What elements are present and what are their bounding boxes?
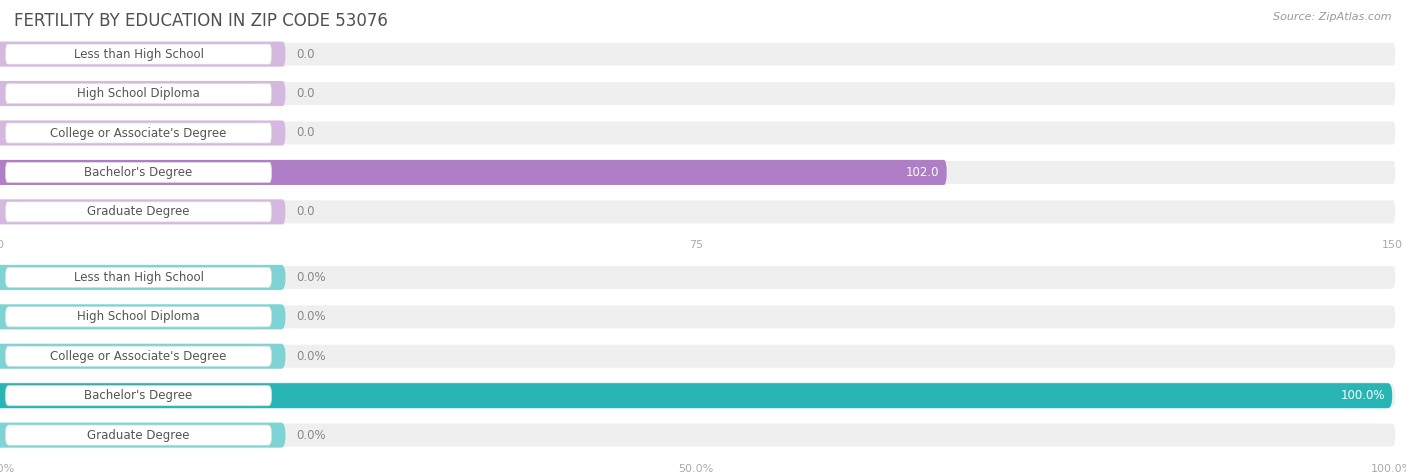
Text: 0.0%: 0.0% — [297, 271, 326, 284]
FancyBboxPatch shape — [0, 160, 1396, 185]
Text: 100.0%: 100.0% — [1340, 389, 1385, 402]
Text: Bachelor's Degree: Bachelor's Degree — [84, 389, 193, 402]
FancyBboxPatch shape — [6, 346, 271, 366]
Text: 0.0: 0.0 — [297, 48, 315, 61]
Text: Source: ZipAtlas.com: Source: ZipAtlas.com — [1274, 12, 1392, 22]
FancyBboxPatch shape — [6, 162, 271, 182]
FancyBboxPatch shape — [6, 267, 271, 287]
Text: Graduate Degree: Graduate Degree — [87, 205, 190, 218]
Text: 102.0: 102.0 — [905, 166, 939, 179]
FancyBboxPatch shape — [0, 200, 1396, 224]
Text: 0.0: 0.0 — [297, 205, 315, 218]
Text: Less than High School: Less than High School — [73, 48, 204, 61]
Text: 0.0%: 0.0% — [297, 350, 326, 363]
Text: High School Diploma: High School Diploma — [77, 310, 200, 323]
FancyBboxPatch shape — [0, 383, 1396, 408]
FancyBboxPatch shape — [6, 386, 271, 406]
FancyBboxPatch shape — [0, 304, 1396, 329]
Text: 0.0: 0.0 — [297, 87, 315, 100]
FancyBboxPatch shape — [0, 121, 1396, 145]
FancyBboxPatch shape — [0, 344, 285, 369]
Text: High School Diploma: High School Diploma — [77, 87, 200, 100]
FancyBboxPatch shape — [0, 42, 285, 66]
FancyBboxPatch shape — [0, 121, 285, 145]
FancyBboxPatch shape — [6, 307, 271, 327]
FancyBboxPatch shape — [0, 344, 1396, 369]
FancyBboxPatch shape — [0, 81, 285, 106]
FancyBboxPatch shape — [0, 200, 285, 224]
FancyBboxPatch shape — [6, 44, 271, 64]
Text: 0.0%: 0.0% — [297, 310, 326, 323]
FancyBboxPatch shape — [6, 123, 271, 143]
Text: College or Associate's Degree: College or Associate's Degree — [51, 126, 226, 140]
FancyBboxPatch shape — [0, 383, 1392, 408]
Text: College or Associate's Degree: College or Associate's Degree — [51, 350, 226, 363]
FancyBboxPatch shape — [0, 423, 285, 447]
FancyBboxPatch shape — [0, 265, 1396, 290]
FancyBboxPatch shape — [6, 202, 271, 222]
FancyBboxPatch shape — [0, 423, 1396, 447]
Text: FERTILITY BY EDUCATION IN ZIP CODE 53076: FERTILITY BY EDUCATION IN ZIP CODE 53076 — [14, 12, 388, 30]
FancyBboxPatch shape — [0, 304, 285, 329]
Text: Bachelor's Degree: Bachelor's Degree — [84, 166, 193, 179]
Text: Graduate Degree: Graduate Degree — [87, 428, 190, 442]
FancyBboxPatch shape — [6, 425, 271, 445]
FancyBboxPatch shape — [0, 42, 1396, 66]
Text: Less than High School: Less than High School — [73, 271, 204, 284]
Text: 0.0: 0.0 — [297, 126, 315, 140]
FancyBboxPatch shape — [0, 81, 1396, 106]
Text: 0.0%: 0.0% — [297, 428, 326, 442]
FancyBboxPatch shape — [6, 84, 271, 104]
FancyBboxPatch shape — [0, 160, 946, 185]
FancyBboxPatch shape — [0, 265, 285, 290]
